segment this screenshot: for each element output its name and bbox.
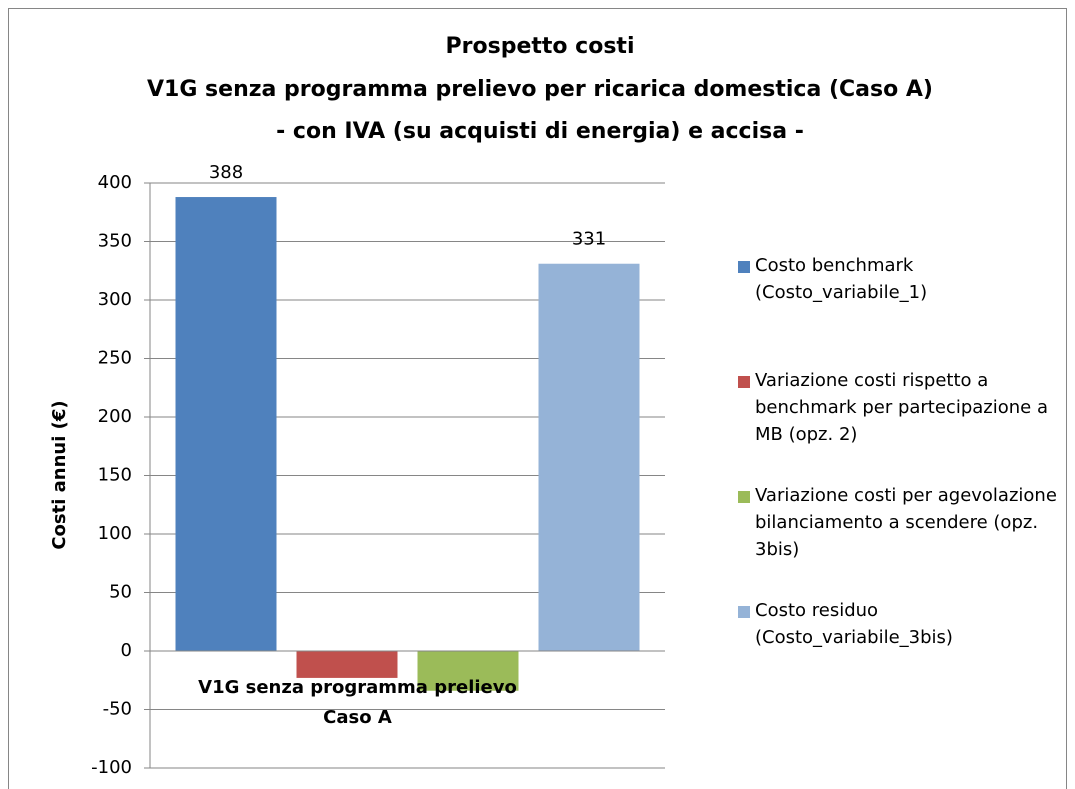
- x-tick-label: V1G senza programma prelievo: [198, 677, 517, 698]
- y-tick-label: 100: [98, 523, 132, 544]
- legend-label: Variazione costi per agevolazione bilanc…: [755, 485, 1057, 560]
- bar: [417, 651, 519, 691]
- legend: Costo benchmark (Costo_variabile_1) Varia…: [738, 252, 1058, 712]
- y-axis-label: Costi annui (€): [49, 400, 70, 549]
- chart-title: V1G senza programma prelievo per ricaric…: [147, 77, 933, 102]
- legend-entry: Costo benchmark (Costo_variabile_1): [738, 252, 1058, 367]
- data-label: 331: [572, 229, 606, 250]
- chart-title: Prospetto costi: [446, 34, 635, 59]
- y-tick-label: 400: [98, 172, 132, 193]
- legend-swatch: [738, 491, 750, 503]
- legend-swatch: [738, 606, 750, 618]
- legend-entry: Variazione costi per agevolazione bilanc…: [738, 482, 1058, 597]
- y-tick-label: -100: [91, 757, 132, 778]
- frame-border: [8, 8, 1067, 789]
- chart-title: - con IVA (su acquisti di energia) e acc…: [276, 119, 804, 144]
- legend-label: Costo residuo (Costo_variabile_3bis): [755, 600, 953, 648]
- y-tick-label: 0: [121, 640, 132, 661]
- y-tick-label: 300: [98, 289, 132, 310]
- y-tick-label: -50: [103, 699, 132, 720]
- y-tick-label: 150: [98, 465, 132, 486]
- bar: [175, 197, 277, 652]
- y-tick-label: 250: [98, 348, 132, 369]
- bar: [538, 263, 640, 651]
- bar: [296, 651, 398, 678]
- y-tick-label: 50: [109, 582, 132, 603]
- y-tick-label: 200: [98, 406, 132, 427]
- legend-entry: Costo residuo (Costo_variabile_3bis): [738, 597, 1058, 712]
- legend-entry: Variazione costi rispetto a benchmark pe…: [738, 367, 1058, 482]
- legend-swatch: [738, 376, 750, 388]
- legend-label: Variazione costi rispetto a benchmark pe…: [755, 370, 1048, 445]
- legend-swatch: [738, 261, 750, 273]
- y-tick-label: 350: [98, 231, 132, 252]
- legend-label: Costo benchmark (Costo_variabile_1): [755, 255, 928, 303]
- data-label: 388: [209, 162, 243, 183]
- x-tick-label: Caso A: [323, 707, 392, 728]
